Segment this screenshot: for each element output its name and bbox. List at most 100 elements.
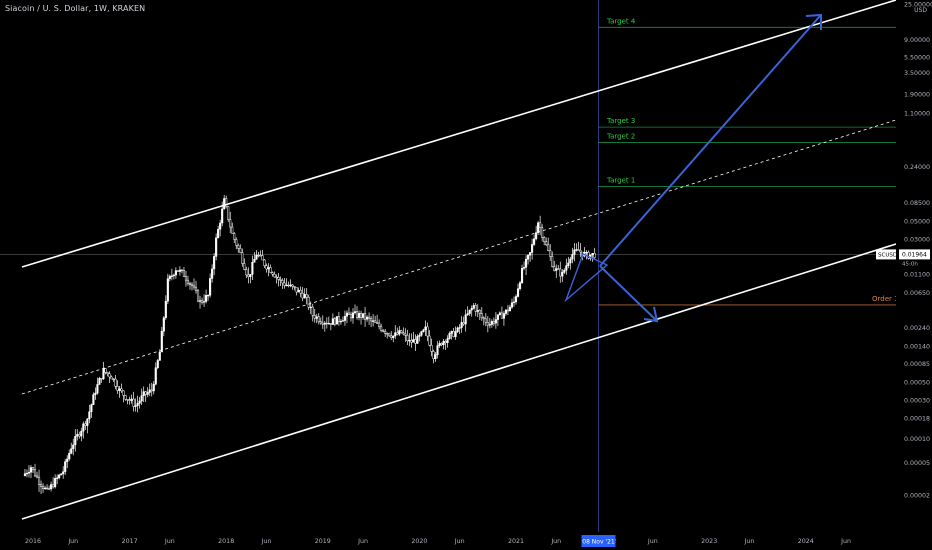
candle-body bbox=[289, 284, 292, 287]
candle-body bbox=[547, 244, 550, 251]
candle-body bbox=[215, 237, 218, 257]
candle-body bbox=[279, 279, 282, 281]
candle-body bbox=[502, 313, 505, 319]
candle-body bbox=[388, 333, 391, 337]
candle-body bbox=[406, 334, 409, 341]
candle-body bbox=[500, 312, 503, 319]
candle-body bbox=[112, 378, 115, 381]
candle-body bbox=[533, 238, 536, 245]
candle-body bbox=[225, 198, 228, 207]
price-tick-label: 0.00005 bbox=[904, 460, 930, 467]
candle-body bbox=[70, 448, 73, 454]
candle-body bbox=[158, 351, 161, 361]
time-tick-label: Jun bbox=[647, 538, 658, 545]
candle-body bbox=[402, 332, 405, 335]
candle-body bbox=[311, 306, 314, 316]
candle-body bbox=[56, 477, 59, 479]
candle-body bbox=[341, 320, 344, 322]
candle-body bbox=[40, 484, 43, 487]
price-tick-label: 0.24000 bbox=[904, 164, 930, 171]
candle-body bbox=[571, 254, 574, 260]
candle-body bbox=[281, 280, 284, 284]
price-tick-label: 0.08500 bbox=[904, 200, 930, 207]
candle-body bbox=[593, 253, 596, 258]
candle-body bbox=[516, 288, 520, 297]
time-tick-label: Jun bbox=[840, 538, 851, 545]
candle-body bbox=[424, 326, 427, 331]
candle-body bbox=[412, 339, 415, 343]
candle-body bbox=[452, 331, 455, 337]
chart-grid bbox=[0, 0, 896, 532]
candle-body bbox=[64, 461, 67, 472]
candle-body bbox=[541, 227, 544, 238]
time-tick-label: 2017 bbox=[122, 538, 138, 545]
candle-body bbox=[52, 484, 55, 488]
price-tick-label: 0.00050 bbox=[904, 380, 930, 387]
candle-body bbox=[448, 333, 451, 339]
candle-body bbox=[575, 249, 578, 251]
candle-body bbox=[347, 312, 351, 315]
candle-body bbox=[126, 399, 129, 401]
candle-body bbox=[464, 314, 467, 325]
candle-body bbox=[132, 398, 135, 407]
level-name: Target 3 bbox=[606, 117, 635, 125]
candle-body bbox=[404, 333, 407, 336]
candle-body bbox=[209, 278, 212, 296]
candle-body bbox=[585, 251, 588, 254]
level-name: Target 2 bbox=[606, 132, 635, 140]
candle-body bbox=[219, 222, 222, 230]
candle-body bbox=[579, 250, 582, 253]
time-tick-label: Jun bbox=[454, 538, 465, 545]
candle-body bbox=[305, 294, 308, 298]
candle-body bbox=[46, 487, 49, 490]
candle-body bbox=[27, 471, 31, 474]
candle-body bbox=[150, 389, 153, 392]
candle-body bbox=[396, 332, 399, 335]
candle-body bbox=[176, 270, 179, 272]
candle-body bbox=[372, 320, 375, 322]
candle-body bbox=[174, 270, 177, 276]
candle-body bbox=[398, 330, 401, 335]
candle-body bbox=[291, 284, 294, 287]
projection-arrow-down bbox=[599, 265, 657, 321]
candle-body bbox=[450, 331, 453, 334]
candle-body bbox=[567, 262, 570, 266]
price-tick-label: 5.50000 bbox=[904, 54, 930, 61]
candle-body bbox=[438, 343, 441, 346]
candle-body bbox=[293, 286, 296, 288]
price-tick-label: 0.01100 bbox=[904, 272, 930, 279]
candle-body bbox=[565, 265, 568, 271]
time-tick-label: 2016 bbox=[25, 538, 41, 545]
candle-body bbox=[213, 256, 216, 270]
candle-body bbox=[152, 383, 155, 392]
candle-body bbox=[201, 300, 204, 303]
candle-body bbox=[120, 388, 123, 392]
price-tick-label: 0.00240 bbox=[904, 325, 930, 332]
candle-body bbox=[92, 394, 95, 405]
candle-body bbox=[418, 334, 421, 337]
candle-body bbox=[468, 309, 471, 314]
candle-body bbox=[482, 317, 485, 320]
candle-body bbox=[498, 312, 501, 315]
candle-body bbox=[263, 259, 266, 266]
candle-body bbox=[523, 267, 526, 269]
candle-body bbox=[591, 253, 594, 256]
candle-body bbox=[535, 232, 538, 240]
candle-body bbox=[313, 315, 316, 319]
candle-body bbox=[466, 313, 469, 315]
candle-body bbox=[285, 284, 288, 287]
price-tick-label: 0.05000 bbox=[904, 219, 930, 226]
candle-body bbox=[440, 343, 443, 346]
candle-body bbox=[470, 308, 473, 311]
candle-body bbox=[537, 222, 540, 233]
candle-body bbox=[474, 305, 477, 312]
candle-body bbox=[241, 252, 244, 264]
price-axis-background bbox=[896, 0, 932, 532]
candle-body bbox=[180, 269, 183, 272]
candle-body bbox=[382, 330, 385, 332]
candle-body bbox=[307, 296, 310, 308]
channel-upper-line bbox=[21, 0, 897, 268]
candle-body bbox=[359, 313, 363, 318]
candle-body bbox=[66, 458, 69, 462]
